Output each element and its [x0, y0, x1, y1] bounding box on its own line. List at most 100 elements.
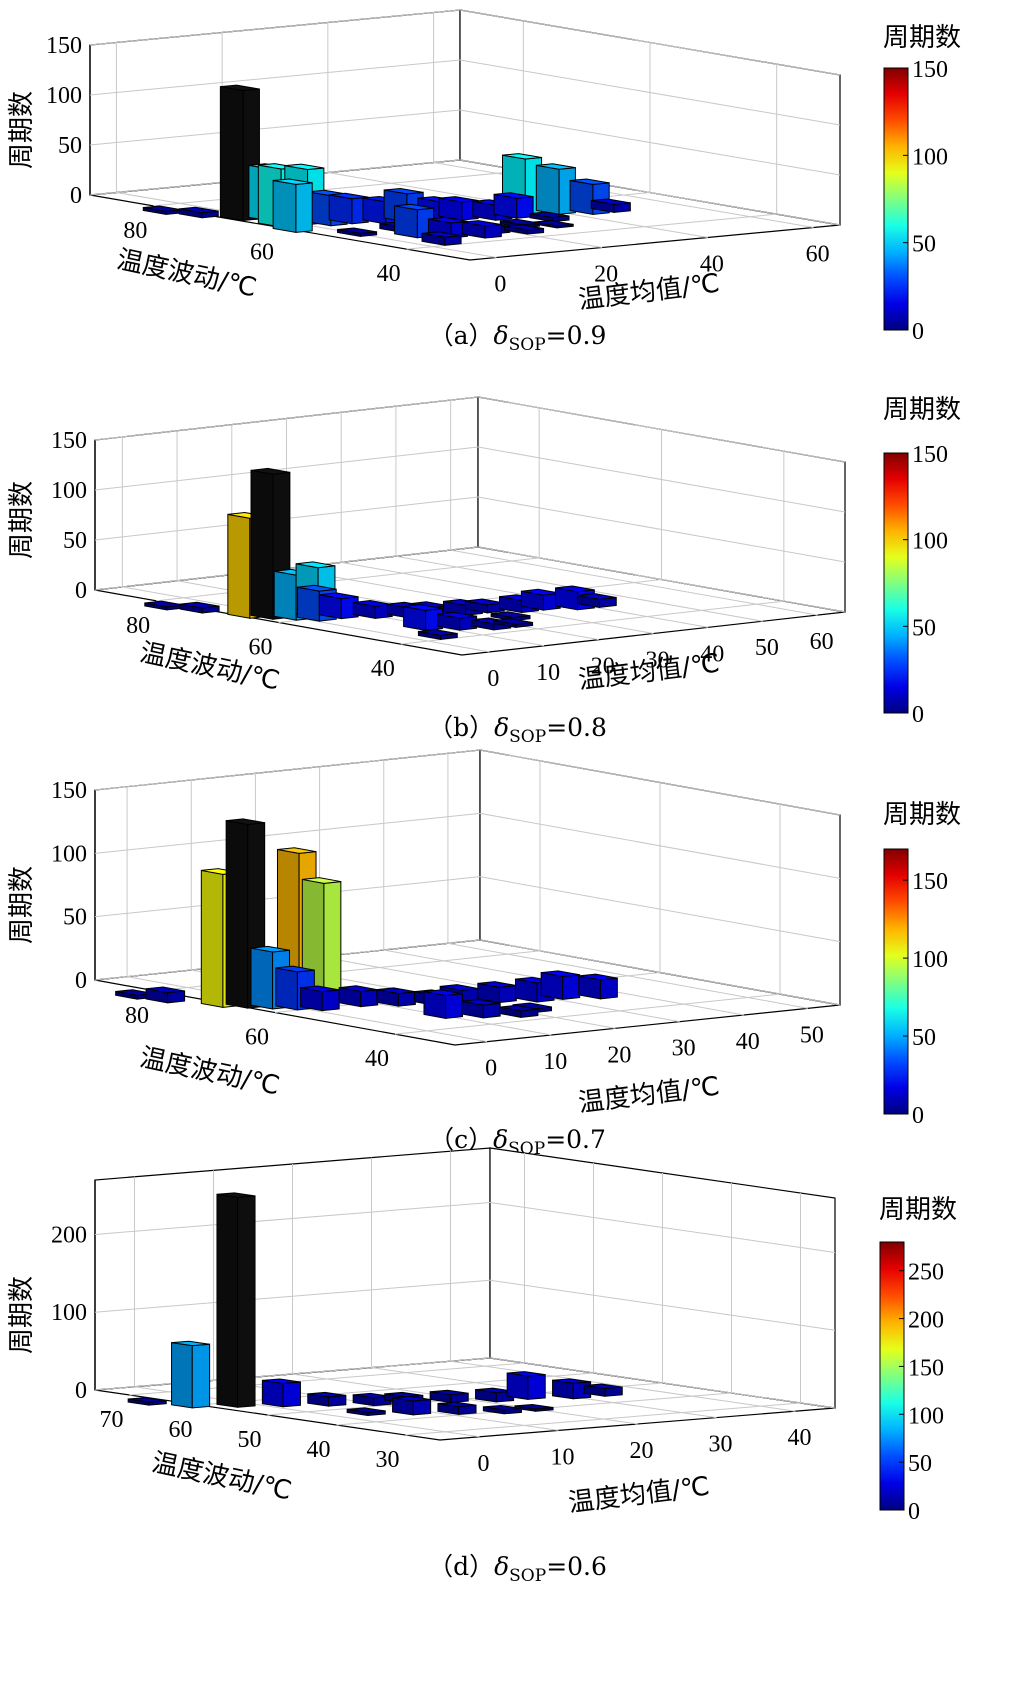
bar-top — [418, 629, 458, 636]
axes-box — [89, 9, 841, 261]
bar-top — [491, 611, 531, 619]
axes-box — [94, 1147, 836, 1441]
bar-top — [353, 600, 393, 607]
colorbar-tick-label: 0 — [912, 1103, 924, 1129]
bar-side — [227, 513, 251, 619]
bar-top — [493, 192, 534, 199]
colorbar-tick-label: 50 — [912, 615, 936, 641]
caption-b-prefix: （b） — [428, 713, 495, 742]
bar-top — [307, 1391, 346, 1398]
caption-b-symbol: δ — [494, 713, 510, 742]
bar-8 — [352, 600, 393, 619]
x-tick-label: 60 — [810, 629, 834, 655]
colorbar-tick-label: 100 — [912, 529, 948, 555]
bar-side — [171, 1342, 193, 1409]
bar-top — [143, 205, 183, 212]
colorbar-tick-label: 150 — [912, 57, 948, 83]
bar-19 — [437, 611, 478, 631]
bar-top — [347, 1407, 386, 1413]
bar-4 — [307, 1391, 347, 1407]
bar-top — [384, 187, 424, 195]
x-tick-label: 50 — [800, 1022, 824, 1048]
bar-top — [483, 1404, 522, 1411]
y-tick-label: 80 — [123, 218, 147, 244]
caption-d-suffix: =0.6 — [546, 1552, 607, 1581]
bar-top — [180, 601, 220, 609]
x-tick-label: 50 — [755, 635, 779, 661]
x-tick-label: 30 — [709, 1432, 733, 1458]
bar-top — [275, 965, 315, 973]
z-tick-label: 150 — [51, 428, 87, 454]
bar-28 — [461, 220, 502, 239]
bar-top — [300, 985, 340, 993]
bar-13 — [477, 981, 517, 1004]
y-axis-label: 温度波动/℃ — [114, 245, 259, 304]
y-axis-label: 温度波动/℃ — [149, 1448, 294, 1507]
bar-7 — [318, 592, 359, 620]
bar-16 — [576, 593, 617, 608]
bar-7 — [429, 1389, 469, 1404]
colorbar-tick-label: 250 — [908, 1260, 944, 1286]
x-tick-label: 60 — [806, 242, 830, 268]
caption-a-symbol: δ — [493, 321, 509, 350]
z-tick-label: 0 — [70, 183, 82, 209]
colorbar-gradient — [883, 452, 909, 714]
bar-top — [423, 989, 463, 997]
caption-d-prefix: （d） — [428, 1552, 495, 1581]
bar-top — [284, 163, 324, 171]
chart-panel-a: 0 50 100 150 0 20 40 60 80 60 40 周期数 温度波动/℃ 温度均值/℃ 周期数… — [0, 0, 1035, 410]
colorbar-gradient — [879, 1241, 905, 1511]
bar-0 — [127, 1397, 167, 1406]
caption-a: （a）δSOP=0.9 — [0, 316, 1035, 355]
bar-13 — [392, 1395, 432, 1416]
bar-21 — [493, 618, 534, 628]
bar-20 — [590, 198, 631, 213]
z-axis-label: 周期数 — [7, 481, 37, 559]
z-tick-label: 0 — [75, 968, 87, 994]
bar-8 — [300, 985, 340, 1012]
x-tick-label: 20 — [591, 654, 615, 680]
bar-front — [599, 977, 618, 1000]
z-axis-label: 周期数 — [7, 866, 37, 944]
y-tick-label: 40 — [365, 1046, 389, 1072]
colorbar-tick-label: 150 — [912, 442, 948, 468]
bar-29 — [504, 224, 545, 235]
bar-side — [250, 469, 274, 620]
bar-17 — [403, 604, 443, 632]
bar-top — [437, 1401, 477, 1408]
bar-front — [484, 223, 502, 239]
bar-top — [421, 231, 462, 238]
bar-side — [540, 972, 564, 1000]
z-tick-label: 100 — [46, 83, 82, 109]
bar-front — [360, 989, 379, 1008]
bar-0 — [142, 205, 183, 215]
colorbar-gradient — [883, 67, 909, 331]
bar-top — [277, 847, 317, 854]
bar-top — [461, 998, 501, 1006]
bar-15 — [482, 1404, 522, 1415]
bar-18 — [461, 998, 501, 1019]
colorbar: 周期数 0 50 100 150 — [883, 800, 961, 1129]
bar-front — [412, 1398, 432, 1416]
x-tick-label: 10 — [543, 1049, 567, 1075]
x-tick-label: 20 — [607, 1042, 631, 1068]
colorbar-gradient — [883, 848, 909, 1115]
bar-front — [562, 974, 581, 1000]
bar-top — [273, 178, 313, 185]
bar-top — [552, 1378, 591, 1384]
bar-27 — [533, 219, 574, 229]
bar-top — [504, 224, 544, 231]
z-tick-label: 150 — [51, 778, 87, 804]
bar-side — [261, 1379, 284, 1408]
bar-side — [200, 869, 224, 1008]
bar-side — [216, 1193, 239, 1408]
z-tick-label: 50 — [58, 133, 82, 159]
bar-front — [282, 1381, 301, 1408]
x-tick-label: 0 — [478, 1451, 490, 1477]
bar-16 — [578, 973, 618, 1000]
y-tick-label: 40 — [377, 261, 401, 287]
bar-top — [339, 985, 378, 992]
colorbar-tick-label: 0 — [912, 319, 924, 345]
bar-side — [506, 1372, 529, 1400]
bar-top — [577, 593, 617, 600]
